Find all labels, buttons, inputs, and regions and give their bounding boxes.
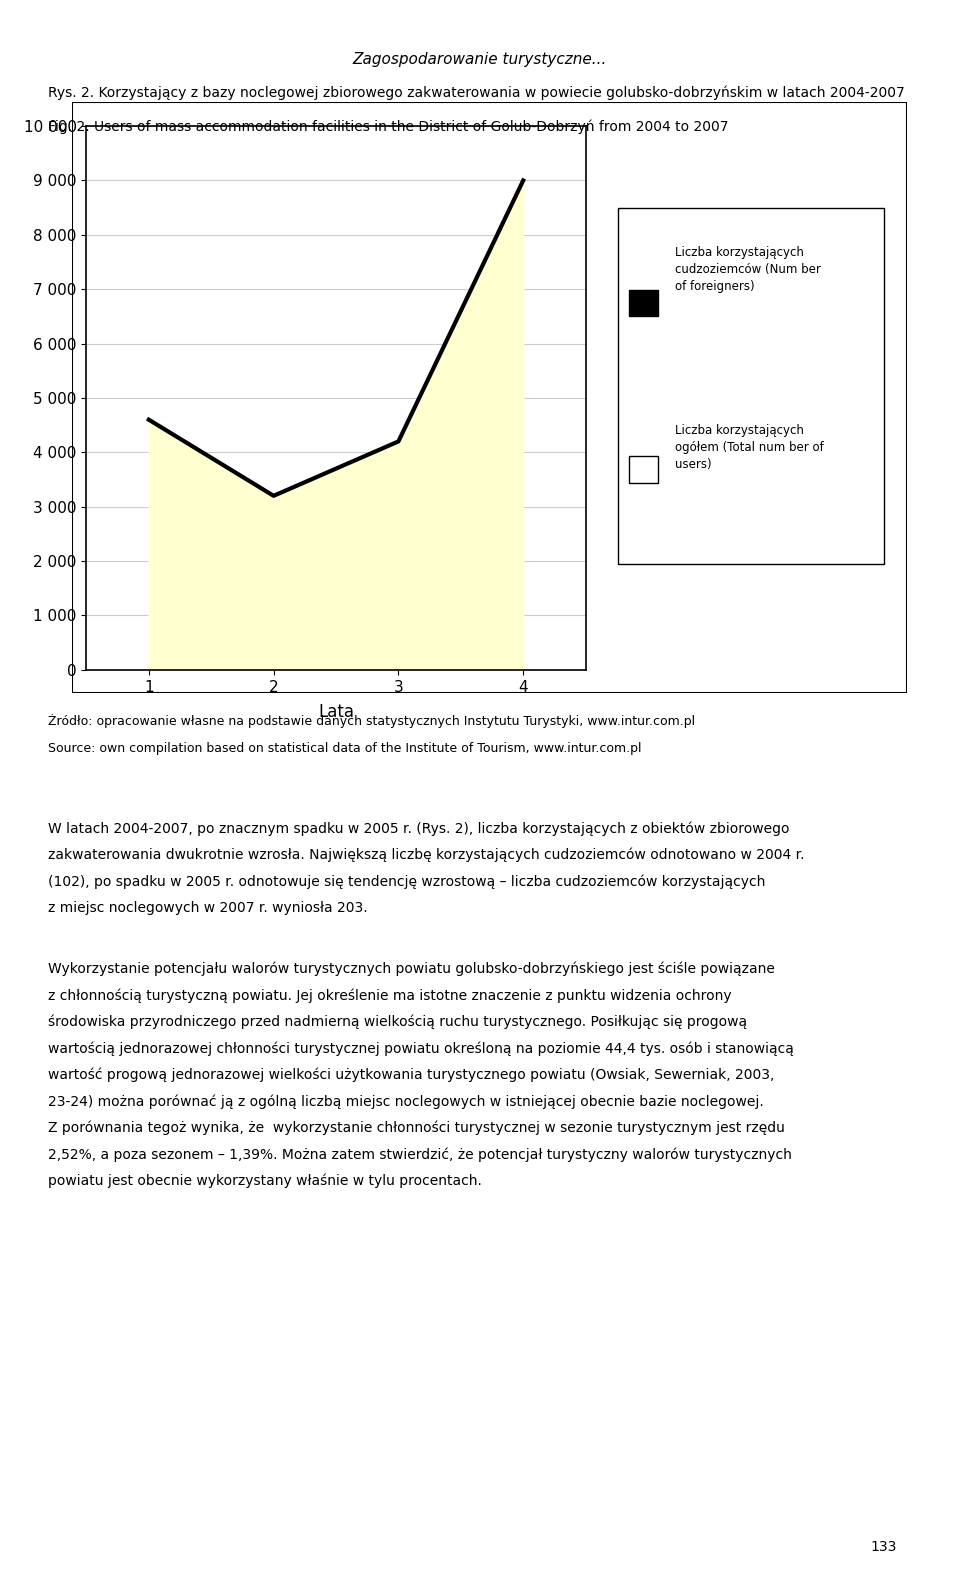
Text: Z porównania tegoż wynika, że  wykorzystanie chłonności turystycznej w sezonie t: Z porównania tegoż wynika, że wykorzysta… (48, 1121, 785, 1135)
X-axis label: Lata: Lata (318, 703, 354, 720)
Text: Żródło: opracowanie własne na podstawie danych statystycznych Instytutu Turystyk: Żródło: opracowanie własne na podstawie … (48, 714, 695, 728)
Text: wartością jednorazowej chłonności turystycznej powiatu określoną na poziomie 44,: wartością jednorazowej chłonności turyst… (48, 1042, 794, 1056)
Text: Liczba korzystających
cudzoziemców (Num ber
of foreigners): Liczba korzystających cudzoziemców (Num … (675, 246, 821, 293)
Text: Wykorzystanie potencjału walorów turystycznych powiatu golubsko-dobrzyńskiego je: Wykorzystanie potencjału walorów turysty… (48, 961, 775, 976)
Text: W latach 2004-2007, po znacznym spadku w 2005 r. (Rys. 2), liczba korzystających: W latach 2004-2007, po znacznym spadku w… (48, 821, 789, 835)
Text: z chłonnością turystyczną powiatu. Jej określenie ma istotne znaczenie z punktu : z chłonnością turystyczną powiatu. Jej o… (48, 988, 732, 1002)
Text: 23-24) można porównać ją z ogólną liczbą miejsc noclegowych w istniejącej obecni: 23-24) można porównać ją z ogólną liczbą… (48, 1094, 764, 1108)
Text: Liczba korzystających
ogółem (Total num ber of
users): Liczba korzystających ogółem (Total num … (675, 424, 824, 471)
Text: Source: own compilation based on statistical data of the Institute of Tourism, w: Source: own compilation based on statist… (48, 742, 641, 755)
Text: zakwaterowania dwukrotnie wzrosła. Największą liczbę korzystających cudzoziemców: zakwaterowania dwukrotnie wzrosła. Najwi… (48, 848, 804, 862)
Bar (630, 455, 658, 482)
Text: (102), po spadku w 2005 r. odnotowuje się tendencję wzrostową – liczba cudzoziem: (102), po spadku w 2005 r. odnotowuje si… (48, 875, 765, 889)
Text: wartość progową jednorazowej wielkości użytkowania turystycznego powiatu (Owsiak: wartość progową jednorazowej wielkości u… (48, 1067, 775, 1083)
Bar (630, 290, 658, 317)
Text: Rys. 2. Korzystający z bazy noclegowej zbiorowego zakwaterowania w powiecie golu: Rys. 2. Korzystający z bazy noclegowej z… (48, 85, 904, 99)
Text: Zagospodarowanie turystyczne...: Zagospodarowanie turystyczne... (353, 52, 607, 68)
Text: powiatu jest obecnie wykorzystany właśnie w tylu procentach.: powiatu jest obecnie wykorzystany właśni… (48, 1174, 482, 1188)
Text: 133: 133 (870, 1540, 897, 1554)
Text: z miejsc noclegowych w 2007 r. wyniosła 203.: z miejsc noclegowych w 2007 r. wyniosła … (48, 900, 368, 914)
Text: 2,52%, a poza sezonem – 1,39%. Można zatem stwierdzić, że potencjał turystyczny : 2,52%, a poza sezonem – 1,39%. Można zat… (48, 1147, 792, 1162)
Text: środowiska przyrodniczego przed nadmierną wielkością ruchu turystycznego. Posiłk: środowiska przyrodniczego przed nadmiern… (48, 1015, 747, 1029)
Text: Fig. 2. Users of mass accommodation facilities in the District of Golub-Dobrzyń : Fig. 2. Users of mass accommodation faci… (48, 120, 729, 134)
